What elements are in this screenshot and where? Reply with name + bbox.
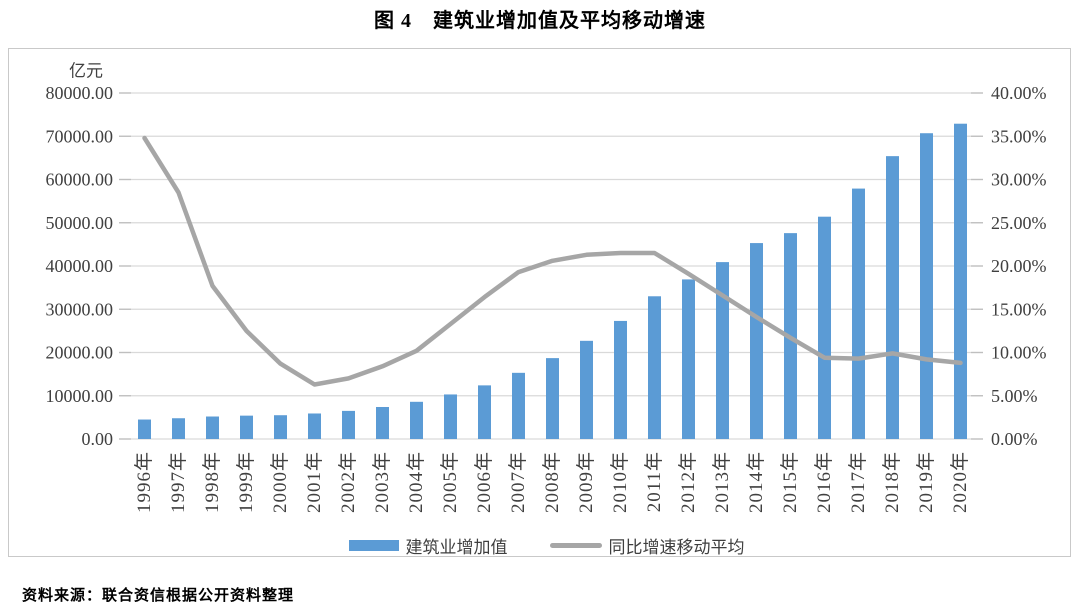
x-axis-label-2020: 2020年 (949, 451, 971, 513)
x-axis-label-2011: 2011年 (643, 451, 665, 512)
x-axis-label-2008: 2008年 (541, 451, 563, 513)
bar-2020 (954, 123, 967, 440)
x-axis-label-2012: 2012年 (677, 451, 699, 513)
bar-2002 (342, 410, 355, 439)
x-axis-label-2007: 2007年 (507, 451, 529, 513)
bar-2001 (308, 413, 321, 439)
x-axis-label-2002: 2002年 (337, 451, 359, 513)
left-axis-tick-label: 40000.00 (46, 256, 114, 276)
left-axis-tick-label: 10000.00 (46, 386, 114, 406)
x-axis-label-2017: 2017年 (847, 451, 869, 513)
bar-2003 (376, 406, 389, 439)
bar-2005 (444, 394, 457, 439)
x-axis-label-2001: 2001年 (303, 451, 325, 513)
bar-1998 (206, 416, 219, 439)
bar-2012 (682, 279, 695, 439)
x-axis-label-2004: 2004年 (405, 451, 427, 513)
left-axis-tick-label: 80000.00 (46, 83, 114, 103)
right-axis-tick-label: 25.00% (991, 213, 1047, 233)
x-axis-label-1996: 1996年 (133, 451, 155, 513)
x-axis-label-2006: 2006年 (473, 451, 495, 513)
right-axis-tick-label: 15.00% (991, 299, 1047, 319)
left-axis-tick-label: 50000.00 (46, 213, 114, 233)
source-note: 资料来源：联合资信根据公开资料整理 (22, 588, 295, 604)
x-axis-label-2010: 2010年 (609, 451, 631, 513)
bar-2017 (852, 188, 865, 439)
x-axis-label-2000: 2000年 (269, 451, 291, 513)
left-axis-tick-label: 70000.00 (46, 126, 114, 146)
x-axis-label-2016: 2016年 (813, 451, 835, 513)
bar-2019 (920, 133, 933, 439)
x-axis-label-1997: 1997年 (167, 451, 189, 513)
line-series-swatch (549, 542, 602, 548)
bar-2014 (750, 243, 763, 439)
x-axis-label-2013: 2013年 (711, 451, 733, 513)
x-axis-label-2005: 2005年 (439, 451, 461, 513)
bar-2018 (886, 156, 899, 439)
x-axis-label-2015: 2015年 (779, 451, 801, 513)
bar-1997 (172, 418, 185, 439)
bar-2016 (818, 216, 831, 439)
growth-line (142, 135, 963, 387)
left-axis-tick-label: 20000.00 (46, 343, 114, 363)
bar-2008 (546, 358, 559, 439)
x-axis-label-1999: 1999年 (235, 451, 257, 513)
right-axis-tick-label: 5.00% (991, 386, 1038, 406)
left-axis-unit-label: 亿元 (69, 62, 103, 81)
chart-legend: 建筑业增加值 同比增速移动平均 (9, 533, 1070, 557)
line-series-label: 同比增速移动平均 (608, 537, 745, 557)
x-axis-label-2003: 2003年 (371, 451, 393, 513)
bar-1996 (138, 419, 151, 439)
bar-1999 (240, 415, 253, 439)
figure-title: 图 4 建筑业增加值及平均移动增速 (374, 10, 706, 32)
legend-item-line: 同比增速移动平均 (549, 533, 745, 558)
bar-series-label: 建筑业增加值 (405, 537, 508, 557)
legend-item-bars: 建筑业增加值 (348, 533, 508, 558)
x-axis-label-2018: 2018年 (881, 451, 903, 513)
x-axis-label-2014: 2014年 (745, 451, 767, 513)
bar-2006 (478, 385, 491, 439)
right-axis-tick-label: 0.00% (991, 429, 1038, 449)
right-axis-tick-label: 40.00% (991, 83, 1047, 103)
right-axis-tick-label: 35.00% (991, 126, 1047, 146)
combo-chart-canvas: 80000.00 40.00% 70000.00 35.00% 60000.00 30.0… (46, 62, 1047, 514)
left-axis-tick-label: 60000.00 (46, 170, 114, 190)
right-axis-tick-label: 10.00% (991, 343, 1047, 363)
x-axis-label-2009: 2009年 (575, 451, 597, 513)
x-axis-label-1998: 1998年 (201, 451, 223, 513)
chart-area: 80000.00 40.00% 70000.00 35.00% 60000.00 30.0… (8, 48, 1071, 557)
bar-2011 (648, 296, 661, 439)
bar-2009 (580, 340, 593, 439)
bar-2013 (716, 262, 729, 439)
bar-2004 (410, 401, 423, 439)
bar-2007 (512, 372, 525, 439)
bar-2010 (614, 320, 627, 439)
left-axis-tick-label: 0.00 (82, 429, 114, 449)
bar-series-swatch (348, 539, 399, 551)
right-axis-tick-label: 30.00% (991, 170, 1047, 190)
x-axis-label-2019: 2019年 (915, 451, 937, 513)
bar-2000 (274, 415, 287, 439)
right-axis-tick-label: 20.00% (991, 256, 1047, 276)
left-axis-tick-label: 30000.00 (46, 299, 114, 319)
